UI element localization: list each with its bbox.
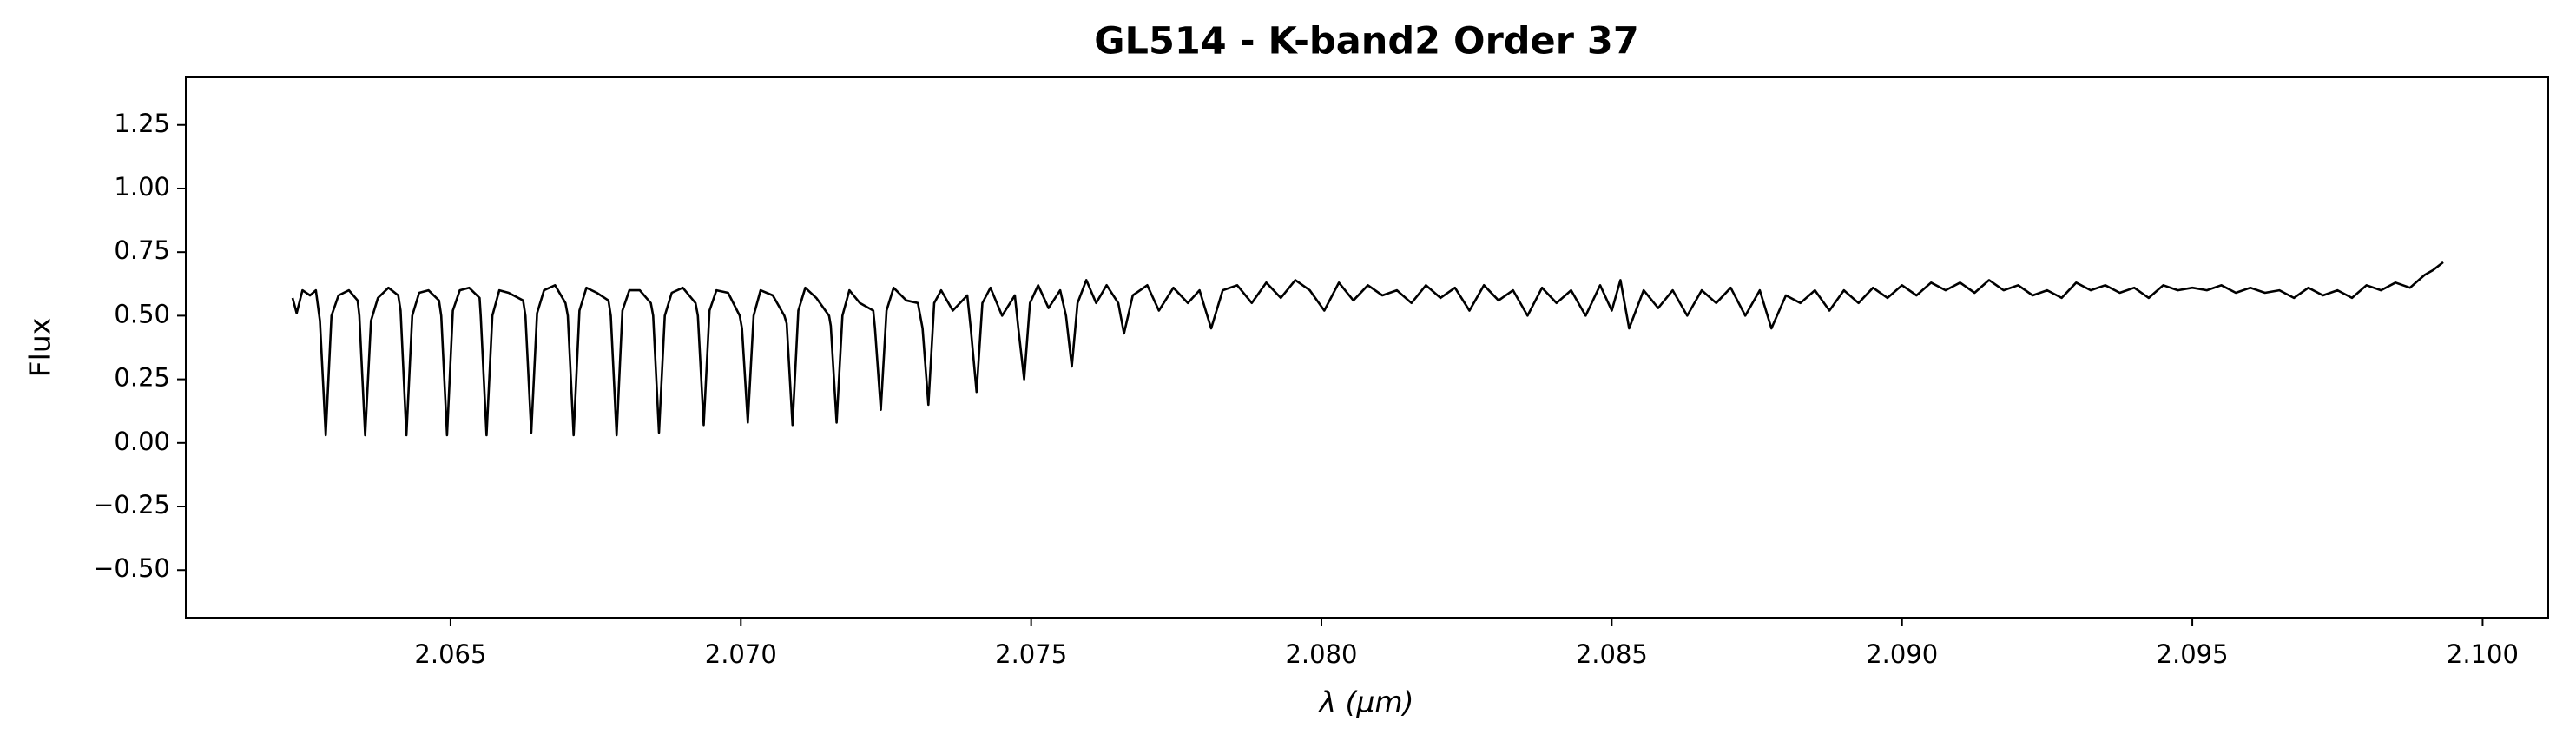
x-tick-label: 2.080 [1285, 639, 1357, 669]
chart-title: GL514 - K-band2 Order 37 [1094, 20, 1638, 63]
y-tick-label: 1.00 [114, 172, 170, 202]
x-tick-label: 2.075 [995, 639, 1067, 669]
x-tick-label: 2.100 [2447, 639, 2519, 669]
x-tick-label: 2.095 [2157, 639, 2229, 669]
x-tick-label: 2.065 [414, 639, 486, 669]
y-tick-label: 1.25 [114, 109, 170, 138]
x-tick-label: 2.085 [1576, 639, 1648, 669]
y-tick-label: 0.75 [114, 235, 170, 265]
y-axis-label: Flux [23, 318, 57, 378]
axes-frame [185, 76, 2549, 619]
spectrum-line [291, 261, 2444, 437]
x-tick-label: 2.070 [705, 639, 777, 669]
y-tick-label: 0.00 [114, 427, 170, 456]
y-tick-label: −0.50 [93, 553, 170, 583]
x-axis-label: λ (μm) [1318, 685, 1414, 719]
y-tick-label: −0.25 [93, 490, 170, 520]
x-tick-label: 2.090 [1866, 639, 1938, 669]
y-tick-label: 0.25 [114, 363, 170, 393]
y-tick-label: 0.50 [114, 299, 170, 328]
